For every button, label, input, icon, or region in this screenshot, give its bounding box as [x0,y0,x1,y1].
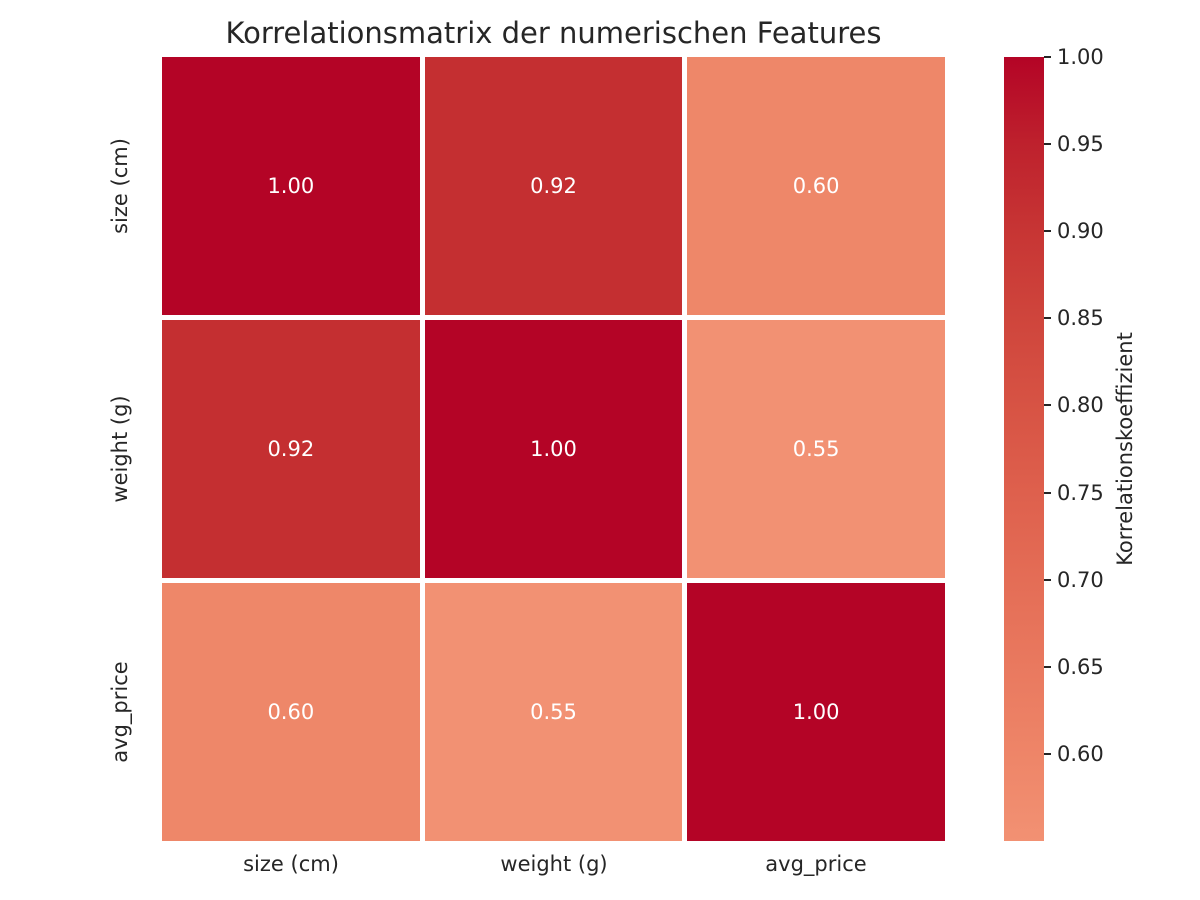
cell-value: 0.55 [530,700,577,724]
colorbar-tick: 0.95 [1044,132,1104,156]
colorbar-axis-label: Korrelationskoeffizient [1113,332,1137,566]
colorbar-tick: 0.90 [1044,219,1104,243]
colorbar-tick: 0.85 [1044,306,1104,330]
heatmap-cell: 0.60 [687,57,945,315]
colorbar-tick-mark [1044,578,1051,581]
cell-value: 0.92 [267,437,315,461]
colorbar-tick-mark [1044,143,1051,146]
cell-value: 0.92 [530,174,577,198]
colorbar-tick-mark [1044,491,1051,494]
y-axis-label-weight: weight (g) [108,395,132,503]
x-axis-label-size: size (cm) [243,852,339,876]
chart-title: Korrelationsmatrix der numerischen Featu… [225,16,882,50]
colorbar-tick-label: 0.85 [1057,306,1104,331]
colorbar-tick-label: 0.65 [1057,654,1104,679]
cell-value: 1.00 [267,174,315,198]
heatmap-cell: 0.60 [162,583,420,841]
heatmap-cell: 0.55 [424,583,683,841]
cell-value: 0.60 [792,174,840,198]
y-axis-label-size: size (cm) [108,138,132,234]
colorbar-tick-mark [1044,317,1051,320]
colorbar-tick-label: 0.90 [1057,219,1104,244]
colorbar-tick-label: 0.80 [1057,393,1104,418]
y-axis-label-avg-price: avg_price [108,661,132,763]
colorbar-tick: 0.65 [1044,655,1104,679]
colorbar-tick-mark [1044,665,1051,668]
colorbar-tick-label: 1.00 [1057,45,1104,69]
colorbar-tick-label: 0.60 [1057,741,1104,766]
colorbar-tick: 1.00 [1044,45,1104,69]
heatmap-cell: 0.92 [162,320,420,578]
heatmap-cell: 1.00 [162,57,420,315]
colorbar-tick-mark [1044,404,1051,407]
colorbar-tick: 0.60 [1044,742,1104,766]
colorbar-tick-label: 0.75 [1057,480,1104,505]
colorbar-tick-mark [1044,230,1051,233]
colorbar-ticks: 1.00 0.95 0.90 0.85 0.80 0.75 0.70 0.65 [1044,45,1164,841]
heatmap-cell: 0.92 [424,57,683,315]
colorbar-tick: 0.80 [1044,393,1104,417]
x-axis-label-weight: weight (g) [500,852,608,876]
colorbar-tick-mark [1044,752,1051,755]
colorbar-tick-label: 0.95 [1057,132,1104,157]
heatmap-grid: 1.00 0.92 0.60 0.92 1.00 0.55 0.60 0.55 … [162,57,945,841]
colorbar-tick: 0.75 [1044,481,1104,505]
colorbar-gradient [1004,57,1044,841]
colorbar-tick-label: 0.70 [1057,567,1104,592]
colorbar-tick: 0.70 [1044,568,1104,592]
heatmap-cell: 1.00 [687,583,945,841]
cell-value: 0.60 [267,700,315,724]
cell-value: 1.00 [530,437,577,461]
colorbar-tick-mark [1044,56,1051,58]
heatmap-cell: 0.55 [687,320,945,578]
cell-value: 0.55 [792,437,840,461]
x-axis-label-avg-price: avg_price [765,852,867,876]
heatmap-cell: 1.00 [424,320,683,578]
cell-value: 1.00 [792,700,840,724]
